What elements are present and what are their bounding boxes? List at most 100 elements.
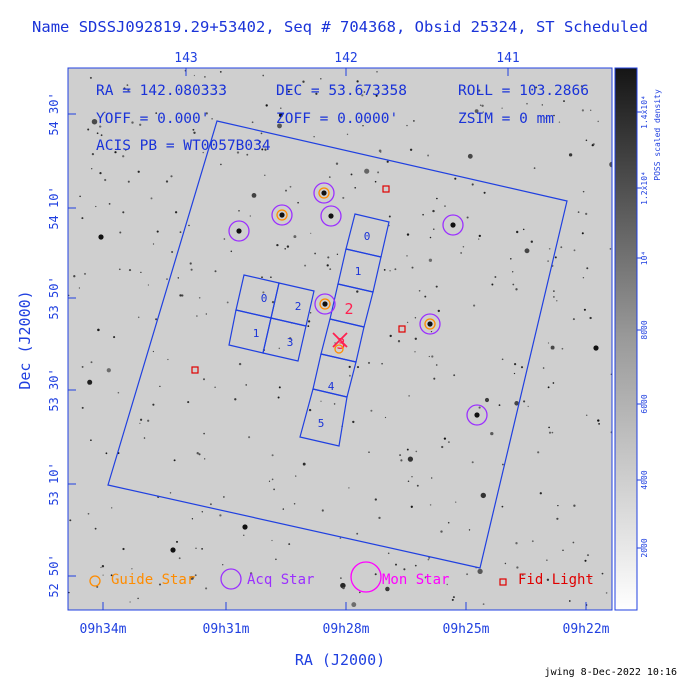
background-star [139, 123, 142, 126]
background-star [91, 152, 95, 156]
background-star [411, 476, 413, 478]
background-star [351, 602, 357, 608]
bright-star [474, 412, 480, 418]
background-star [478, 406, 481, 409]
background-star [361, 94, 364, 97]
background-star [512, 283, 515, 286]
background-star [568, 153, 573, 157]
background-star [249, 572, 253, 575]
background-star [179, 294, 182, 297]
background-star [348, 365, 351, 368]
fid-light-marker [191, 366, 199, 374]
background-star [563, 100, 565, 103]
background-star [264, 148, 267, 151]
target-marker [332, 332, 348, 348]
bright-star [321, 190, 327, 196]
background-star [424, 295, 427, 298]
background-star [530, 240, 533, 243]
background-star [370, 409, 373, 412]
background-star [479, 104, 482, 106]
background-star [118, 268, 121, 271]
bright-star [236, 228, 242, 234]
background-star [137, 316, 140, 319]
background-star [166, 278, 168, 280]
background-star [73, 275, 76, 278]
background-star [527, 405, 529, 408]
background-star [334, 342, 336, 344]
background-star [482, 111, 485, 113]
background-star [342, 196, 345, 199]
background-star [501, 107, 503, 109]
background-star [586, 267, 589, 270]
background-star [531, 540, 534, 543]
background-star [388, 215, 391, 218]
background-star [101, 565, 105, 568]
background-star [326, 264, 329, 267]
background-star [187, 401, 190, 404]
background-star [204, 76, 206, 78]
background-star [451, 598, 454, 601]
acis-s-chip-5 [299, 388, 348, 447]
background-star [100, 566, 102, 569]
background-star [561, 347, 564, 350]
background-star [95, 205, 97, 208]
background-star [286, 245, 290, 248]
colorbar-tick-label: 1.4x10⁴ [640, 95, 649, 129]
background-star [99, 125, 102, 128]
background-star [147, 284, 150, 286]
background-star [590, 109, 592, 111]
background-star [560, 246, 563, 249]
background-star [541, 104, 543, 106]
background-star [304, 264, 307, 267]
background-star [568, 600, 571, 602]
background-star [81, 406, 84, 409]
background-star [191, 518, 194, 520]
background-star [313, 136, 315, 138]
background-star [81, 365, 84, 368]
background-star [106, 368, 111, 373]
background-star [473, 304, 476, 307]
bright-star [328, 213, 334, 219]
background-star [155, 318, 158, 321]
background-star [553, 290, 555, 292]
fid-light-marker [398, 325, 406, 333]
guide-star-marker [424, 318, 436, 330]
background-star [314, 252, 316, 255]
background-star [585, 414, 588, 416]
acis-readout: ACIS PB = WT0057B034 [96, 138, 271, 154]
background-star [131, 121, 134, 124]
acis-s-chip-5-label: 5 [318, 417, 325, 430]
background-star [204, 458, 206, 460]
top-tick-label: 142 [334, 51, 357, 66]
background-star [471, 183, 474, 186]
background-star [150, 197, 153, 200]
background-star [89, 76, 92, 79]
background-star [91, 118, 98, 125]
background-star [90, 439, 92, 442]
background-star [126, 84, 129, 86]
background-star [277, 123, 282, 129]
background-star [293, 503, 296, 505]
background-star [223, 496, 225, 498]
background-star [222, 564, 224, 566]
top-tick-label: 143 [174, 51, 197, 66]
background-star [580, 85, 583, 87]
background-star [308, 408, 312, 412]
acq-star-marker [228, 220, 250, 242]
background-star [515, 542, 518, 545]
background-star [285, 189, 287, 192]
background-star [428, 355, 430, 358]
background-star [468, 529, 471, 531]
background-star [223, 238, 226, 240]
background-star [188, 224, 190, 227]
background-star [397, 340, 401, 343]
background-star [520, 114, 522, 116]
background-star [522, 228, 525, 231]
y-tick-label: 53 50' [47, 276, 61, 319]
x-tick-label: 09h31m [203, 622, 250, 637]
background-star [189, 262, 192, 265]
background-star [514, 363, 517, 366]
background-star [315, 92, 318, 95]
